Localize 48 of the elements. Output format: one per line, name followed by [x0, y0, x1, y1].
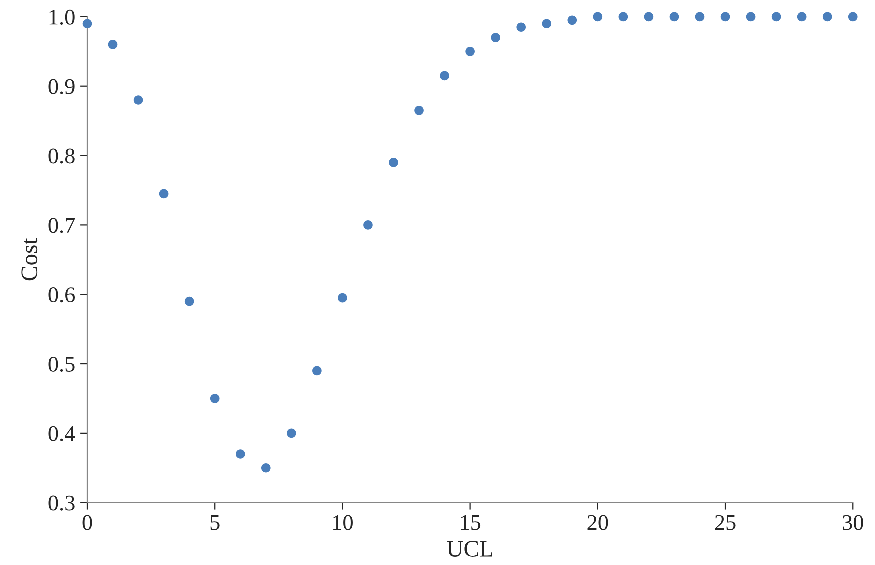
- x-tick-label: 30: [843, 515, 864, 530]
- x-tick-label: 15: [461, 515, 481, 530]
- point: [312, 366, 322, 376]
- y-axis-title: Cost: [22, 238, 38, 281]
- y-tick-label: 0.3: [48, 496, 75, 511]
- y-tick-label: 0.4: [48, 426, 76, 442]
- x-axis-title: UCL: [447, 541, 493, 557]
- x-tick-label: 0: [82, 515, 92, 530]
- point: [720, 12, 730, 22]
- point: [338, 293, 348, 303]
- x-tick-label: 5: [210, 516, 220, 530]
- point: [82, 19, 92, 29]
- y-tick-label: 1.0: [50, 10, 75, 25]
- point: [695, 12, 705, 22]
- point: [797, 12, 807, 22]
- point: [287, 428, 296, 438]
- point: [772, 12, 782, 22]
- point: [440, 71, 450, 81]
- y-tick-label: 0.7: [48, 218, 76, 234]
- point: [159, 189, 169, 199]
- point: [644, 12, 654, 22]
- point: [542, 19, 552, 29]
- point: [848, 12, 858, 22]
- y-tick-label: 0.5: [48, 356, 75, 372]
- point: [261, 463, 271, 473]
- point: [236, 450, 246, 459]
- point: [491, 33, 500, 42]
- point: [364, 220, 373, 230]
- x-tick-label: 20: [588, 515, 608, 530]
- point: [108, 40, 118, 50]
- point: [618, 12, 628, 22]
- y-tick-label: 0.9: [48, 79, 75, 94]
- point: [134, 96, 144, 105]
- point: [389, 158, 398, 168]
- point: [593, 12, 603, 22]
- y-tick-label: 0.6: [48, 288, 76, 303]
- point: [670, 12, 680, 22]
- point: [746, 12, 756, 22]
- y-tick-label: 0.8: [48, 148, 75, 164]
- point: [516, 22, 526, 32]
- x-tick-label: 10: [334, 515, 353, 530]
- point: [568, 16, 578, 26]
- point: [210, 394, 220, 404]
- point: [822, 12, 832, 22]
- point: [184, 296, 194, 306]
- point: [466, 47, 475, 56]
- x-tick-label: 25: [715, 515, 736, 530]
- point: [414, 106, 424, 116]
